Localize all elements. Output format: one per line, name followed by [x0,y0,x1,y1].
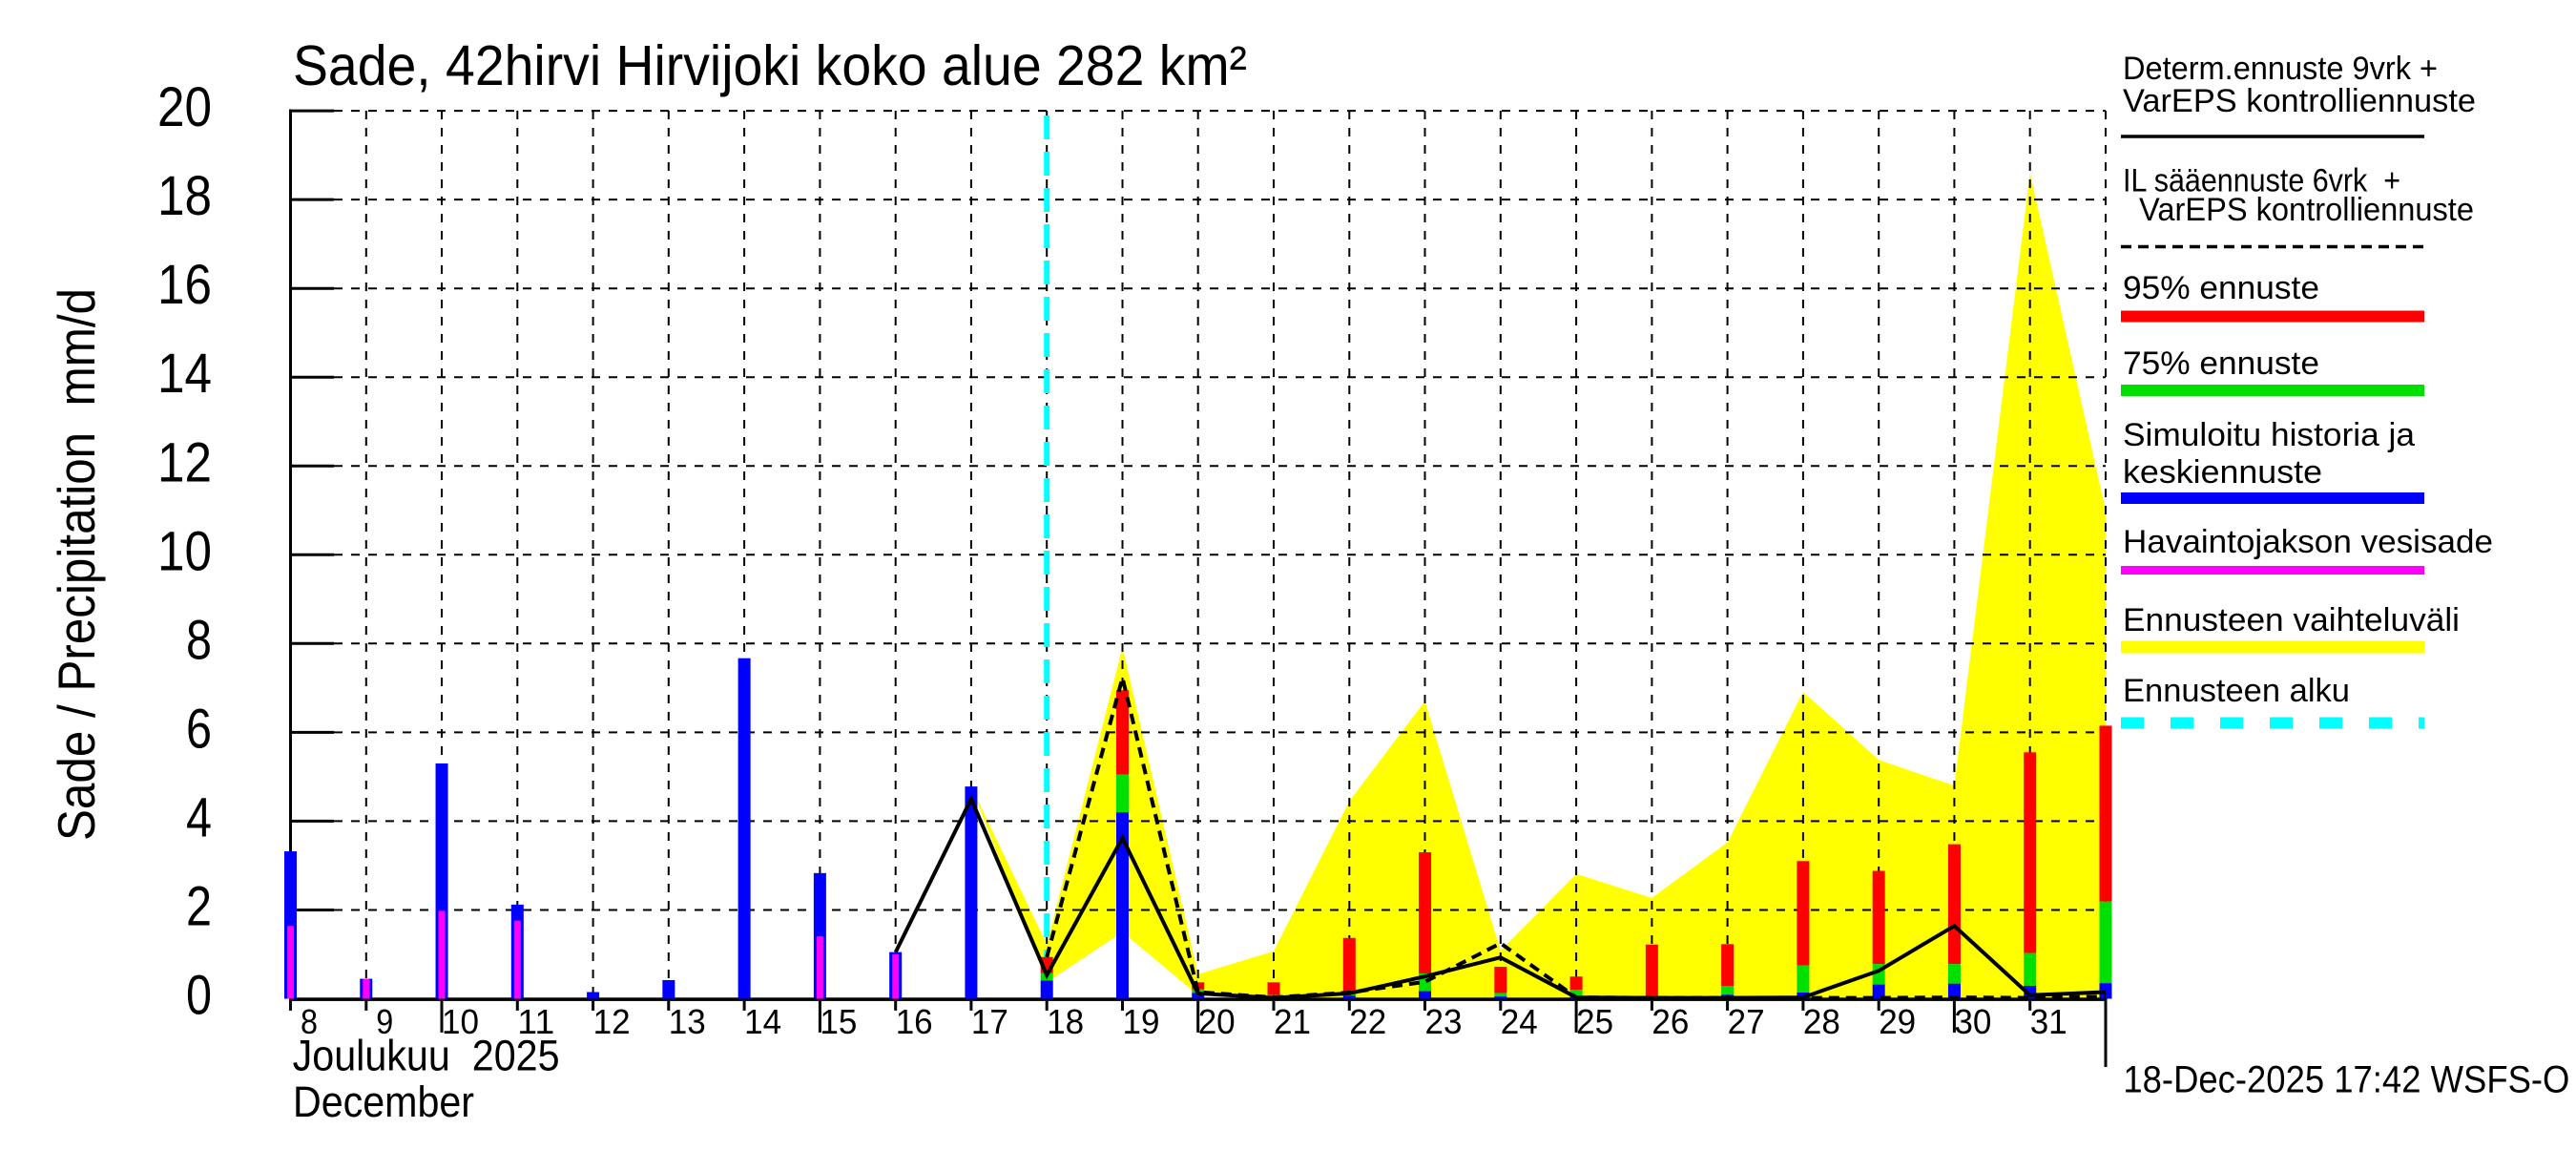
svg-text:30: 30 [1954,1002,1991,1041]
svg-text:16: 16 [896,1002,933,1041]
svg-text:December: December [293,1077,474,1126]
svg-text:10: 10 [157,520,212,582]
svg-text:21: 21 [1274,1002,1311,1041]
svg-text:25: 25 [1576,1002,1613,1041]
svg-text:VarEPS kontrolliennuste: VarEPS kontrolliennuste [2139,192,2474,228]
svg-text:9: 9 [376,1002,393,1041]
svg-text:Ennusteen alku: Ennusteen alku [2123,673,2350,709]
svg-text:8: 8 [301,1002,318,1041]
svg-text:31: 31 [2030,1002,2067,1041]
svg-text:15: 15 [820,1002,857,1041]
svg-text:20: 20 [157,76,212,138]
svg-text:18: 18 [157,165,212,227]
svg-text:14: 14 [744,1002,781,1041]
svg-text:26: 26 [1652,1002,1689,1041]
svg-text:19: 19 [1123,1002,1160,1041]
svg-text:20: 20 [1198,1002,1236,1041]
svg-text:12: 12 [593,1002,631,1041]
svg-text:27: 27 [1728,1002,1765,1041]
svg-text:Simuloitu historia ja: Simuloitu historia ja [2123,417,2415,453]
svg-text:Joulukuu 2025: Joulukuu 2025 [293,1031,560,1079]
svg-text:13: 13 [669,1002,706,1041]
svg-text:2: 2 [186,876,212,938]
svg-text:12: 12 [157,431,212,493]
svg-text:14: 14 [157,343,212,405]
svg-text:95% ennuste: 95% ennuste [2123,270,2319,306]
svg-text:18: 18 [1047,1002,1084,1041]
svg-text:IL sääennuste 6vrk +: IL sääennuste 6vrk + [2123,163,2400,199]
svg-text:Sade / Precipitation mm/d: Sade / Precipitation mm/d [47,288,106,841]
svg-text:10: 10 [442,1002,479,1041]
svg-text:28: 28 [1803,1002,1840,1041]
svg-text:22: 22 [1349,1002,1386,1041]
svg-text:Ennusteen vaihteluväli: Ennusteen vaihteluväli [2123,602,2460,638]
svg-text:29: 29 [1879,1002,1916,1041]
svg-text:6: 6 [186,698,212,760]
svg-text:18-Dec-2025 17:42 WSFS-O: 18-Dec-2025 17:42 WSFS-O [2123,1059,2569,1101]
svg-text:23: 23 [1425,1002,1463,1041]
svg-text:Sade, 42hirvi Hirvijoki koko a: Sade, 42hirvi Hirvijoki koko alue 282 km… [293,34,1247,97]
svg-text:0: 0 [186,965,212,1027]
svg-text:keskiennuste: keskiennuste [2123,454,2322,491]
svg-text:8: 8 [186,609,212,671]
svg-text:16: 16 [157,254,212,316]
svg-text:24: 24 [1501,1002,1538,1041]
svg-text:4: 4 [186,786,212,848]
svg-text:75% ennuste: 75% ennuste [2123,345,2319,382]
svg-text:11: 11 [517,1002,554,1041]
svg-text:Havaintojakson vesisade: Havaintojakson vesisade [2123,524,2493,560]
svg-text:VarEPS kontrolliennuste: VarEPS kontrolliennuste [2123,83,2476,119]
svg-text:17: 17 [971,1002,1008,1041]
svg-text:Determ.ennuste 9vrk +: Determ.ennuste 9vrk + [2123,51,2438,87]
